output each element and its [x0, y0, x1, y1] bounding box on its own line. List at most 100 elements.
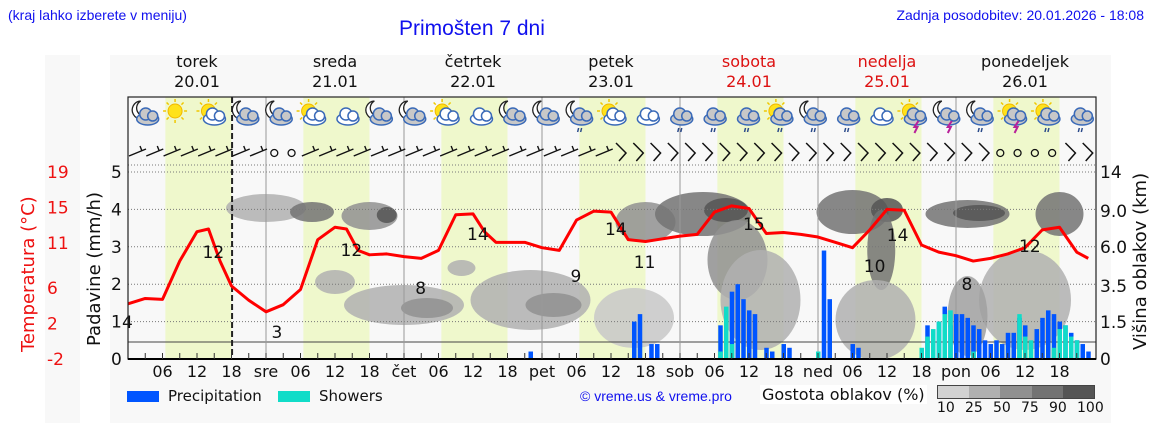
temp-label: 15 [743, 215, 765, 235]
wind-barb-icon [615, 142, 628, 162]
x-tick: 06 [428, 362, 448, 381]
cloud-density-swatch [1000, 386, 1032, 398]
wind-barb-icon [736, 142, 749, 162]
wind-barb-icon [667, 142, 679, 162]
wind-barb-icon [892, 142, 904, 162]
moon-cloud-rain-icon [799, 100, 828, 133]
cloud-density-value: 90 [1049, 400, 1067, 416]
precip-bar [959, 314, 965, 359]
day-date: 24.01 [726, 72, 772, 91]
cloud-density-value: 50 [993, 400, 1011, 416]
wind-barb-icon [771, 142, 783, 162]
x-tick: 18 [359, 362, 379, 381]
day-name: ponedeljek [981, 52, 1069, 71]
precipitation-label: Precipitation [168, 387, 262, 405]
wind-barb-icon [301, 145, 320, 157]
wind-barb-icon [578, 145, 596, 157]
precip-bar [1046, 310, 1051, 359]
day-header-sreda: sreda 21.01 [265, 52, 405, 92]
shower-bar [936, 321, 942, 359]
temperature-line [127, 204, 1089, 314]
cloud-density-swatch [1062, 386, 1095, 398]
wind-barb-icon [1064, 142, 1077, 162]
shower-bar [1023, 336, 1028, 359]
precip-bar [528, 351, 533, 359]
precip-bar [821, 250, 827, 359]
precip-bar [747, 310, 752, 359]
shower-bar [1057, 329, 1062, 359]
copyright-link[interactable]: © vreme.us & vreme.pro [580, 388, 732, 404]
precip-bar [856, 347, 861, 359]
cloud-icon [636, 107, 661, 126]
day-header-torek: torek 20.01 [127, 52, 267, 92]
wind-barb-icon [595, 145, 613, 157]
cloud-axis-title: Višina oblakov (km) [1130, 172, 1151, 350]
wind-barb-icon [1030, 148, 1040, 158]
day-header-petek: petek 23.01 [541, 52, 681, 92]
sun-cloud-icon [430, 99, 460, 126]
sun-cloud-rain-icon [1030, 99, 1061, 133]
sun-cloud-icon [296, 99, 327, 126]
moon-cloud-icon [365, 100, 394, 126]
cloud-rain-icon [670, 107, 694, 133]
precip-bar [787, 347, 792, 359]
x-tick: 06 [152, 362, 172, 381]
moon-cloud-icon [498, 100, 527, 126]
x-tick: 06 [842, 362, 862, 381]
sun-cloud-icon [196, 99, 227, 126]
wind-barb-icon [822, 142, 835, 162]
day-name: nedelja [857, 52, 917, 71]
precip-tick: 0 [111, 350, 122, 370]
precip-bar [649, 344, 654, 359]
wind-barb-icon [926, 142, 939, 162]
day-name: petek [588, 52, 634, 71]
x-tick: 12 [739, 362, 759, 381]
wind-barb-icon [370, 145, 389, 157]
cloud-density-swatch [969, 386, 1001, 398]
wind-barb-icon [405, 145, 423, 157]
wind-barb-icon [753, 142, 766, 162]
day-date: 26.01 [1002, 72, 1048, 91]
precip-tick: 5 [111, 163, 122, 183]
wind-barb-icon [336, 145, 354, 157]
cloud-rain-icon [703, 107, 727, 133]
cloud-tick: 0 [1100, 350, 1111, 370]
wind-barb-icon [943, 142, 956, 162]
sun-cloud-icon [597, 99, 627, 126]
day-header-četrtek: četrtek 22.01 [403, 52, 543, 92]
shower-bar [1017, 314, 1022, 359]
x-tick: čet [392, 362, 417, 381]
moon-cloud-icon [532, 100, 560, 126]
location-hint: (kraj lahko izberete v meniju) [8, 7, 187, 23]
temp-label: 12 [341, 241, 363, 261]
precip-axis-title: Padavine (mm/h) [84, 192, 105, 346]
wind-barb-icon [457, 145, 475, 157]
day-name: torek [176, 52, 218, 71]
wind-barb-icon [287, 148, 296, 158]
cloud-icon [870, 107, 894, 126]
precip-bar [1005, 332, 1011, 359]
cloud-icon [469, 107, 494, 126]
sun-icon [163, 99, 188, 123]
precip-bar [1000, 344, 1005, 359]
day-header-sobota: sobota 24.01 [679, 52, 819, 92]
temp-label: 14 [887, 226, 909, 246]
x-tick: 12 [1015, 362, 1035, 381]
wind-barb-icon [701, 142, 714, 162]
sun-cloud-storm-icon [897, 99, 928, 134]
x-tick: 18 [497, 362, 517, 381]
temp-label: 12 [203, 243, 225, 263]
wind-barb-icon [719, 142, 731, 162]
wind-barb-icon [1047, 148, 1057, 158]
precip-tick: 2 [111, 275, 122, 295]
temp-tick: 15 [47, 199, 69, 219]
precip-bar [655, 344, 660, 359]
precip-bar [1086, 351, 1091, 359]
x-tick: pon [941, 362, 971, 381]
temp-label: 11 [634, 253, 656, 273]
x-tick: 18 [221, 362, 241, 381]
temp-label: 3 [272, 323, 283, 343]
shower-bar [1074, 340, 1080, 359]
x-tick: 18 [911, 362, 931, 381]
precip-bar [781, 344, 786, 359]
